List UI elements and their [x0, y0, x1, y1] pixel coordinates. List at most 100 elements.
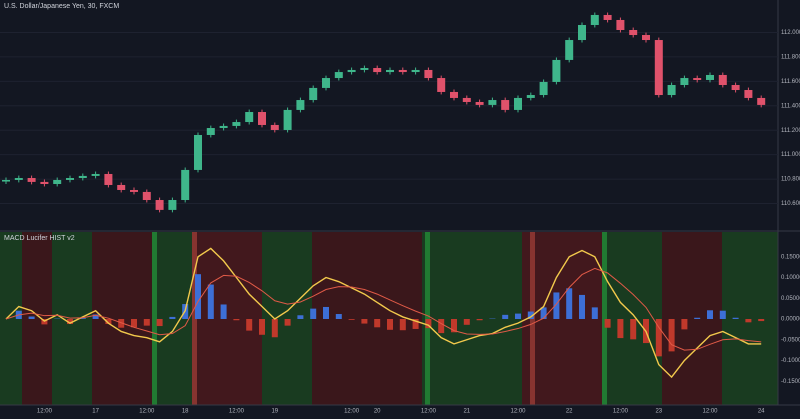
y-tick-label: 111.600 [781, 79, 800, 85]
candle-body [270, 124, 279, 130]
histogram-bar [374, 319, 381, 328]
candle-body [398, 69, 407, 73]
candle-body [155, 200, 164, 210]
histogram-bar [323, 306, 329, 319]
candle-body [347, 69, 356, 73]
histogram-bar [105, 319, 112, 324]
histogram-bar [745, 319, 752, 323]
candle-body [411, 69, 420, 73]
candle-body [462, 97, 471, 102]
histogram-bar [169, 316, 176, 319]
candle-body [334, 72, 343, 79]
candle-body [603, 14, 612, 20]
histogram-bar [463, 319, 470, 325]
histogram-bar [310, 308, 317, 319]
histogram-bar [694, 317, 701, 319]
candle-body [296, 100, 305, 110]
histogram-bar [553, 292, 560, 319]
candle-body [578, 24, 586, 41]
histogram-bar [502, 314, 509, 319]
histogram-bar [707, 310, 713, 319]
candle-body [373, 68, 382, 73]
x-tick-label: 12:00 [229, 409, 245, 415]
histogram-bar [246, 319, 253, 331]
histogram-bar [271, 319, 278, 338]
candle-body [744, 90, 753, 98]
candle-body [654, 40, 663, 96]
histogram-bar [259, 319, 265, 335]
histogram-bar [92, 314, 99, 319]
x-tick-label: 24 [758, 409, 765, 415]
histogram-bar [540, 307, 547, 319]
candle-body [667, 85, 676, 96]
candle-body [245, 112, 254, 123]
candle-body [258, 112, 266, 125]
histogram-bar [425, 319, 432, 329]
candle-body [2, 179, 10, 182]
histogram-bar [604, 319, 611, 328]
x-tick-label: 12:00 [613, 409, 629, 415]
histogram-bar [515, 313, 521, 319]
histogram-bar [79, 318, 86, 319]
y-tick-label: 111.000 [781, 152, 800, 158]
candle-body [194, 134, 202, 170]
x-tick-label: 12:00 [510, 409, 526, 415]
candle-body [104, 173, 113, 185]
histogram-bar [451, 319, 457, 333]
y-tick-label: 110.800 [781, 177, 800, 183]
histogram-bar [579, 294, 585, 319]
y-tick-label: 111.400 [781, 103, 800, 109]
histogram-bar [566, 288, 573, 319]
candle-body [488, 100, 497, 105]
histogram-bar [732, 317, 739, 319]
candle-body [386, 69, 394, 73]
candle-body [360, 68, 369, 70]
histogram-bar [284, 319, 291, 326]
candle-body [232, 122, 241, 126]
candle-body [66, 178, 74, 180]
x-tick-label: 12:00 [421, 409, 437, 415]
candle-body [693, 78, 702, 80]
histogram-bar [156, 319, 163, 327]
indicator-title: MACD Lucifer HIST v2 [4, 235, 75, 242]
candle-body [642, 35, 650, 41]
histogram-bar [220, 304, 227, 319]
candle-body [283, 109, 292, 130]
candle-body [526, 95, 535, 98]
histogram-bar [67, 319, 73, 324]
candle-body [27, 178, 36, 182]
candle-body [629, 30, 638, 36]
candle-body [322, 78, 330, 88]
candle-body [450, 91, 458, 98]
candle-body [53, 179, 62, 184]
histogram-bar [412, 319, 419, 329]
candle-body [142, 191, 151, 201]
candle-body [424, 69, 433, 79]
histogram-bar [476, 319, 483, 321]
histogram-bar [758, 319, 765, 322]
y-tick-label: 111.800 [781, 54, 800, 60]
histogram-bar [399, 319, 406, 331]
candle-body [14, 178, 23, 180]
candle-body [437, 78, 446, 92]
candle-body [501, 100, 510, 110]
histogram-bar [361, 319, 368, 324]
histogram-bar [195, 274, 201, 319]
y-tick-label: 0.15000 [781, 254, 800, 260]
x-tick-label: 21 [463, 409, 470, 415]
y-tick-label: 110.600 [781, 201, 800, 207]
x-tick-label: 12:00 [702, 409, 718, 415]
candle-body [718, 74, 727, 85]
x-tick-label: 20 [374, 409, 381, 415]
candle-body [565, 40, 574, 60]
candle-body [757, 97, 766, 105]
histogram-bar [438, 319, 445, 334]
x-tick-label: 12:00 [37, 409, 53, 415]
candle-body [552, 59, 561, 82]
x-tick-label: 17 [92, 409, 99, 415]
x-tick-label: 22 [566, 409, 573, 415]
